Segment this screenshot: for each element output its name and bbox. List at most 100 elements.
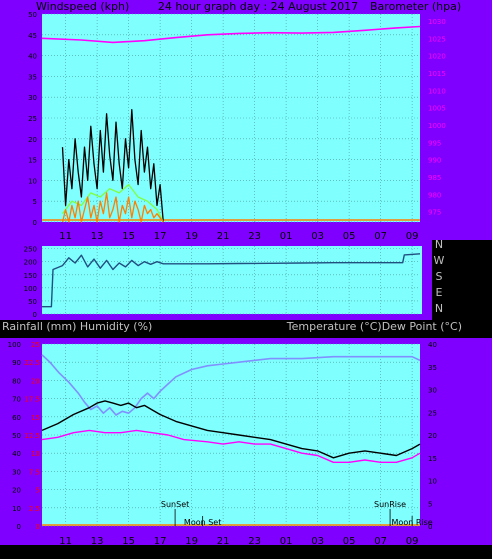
wind-x-tick-05: 05 [343, 231, 356, 242]
compass-label-2: S [436, 270, 443, 283]
dir-left-tick-250: 250 [24, 246, 37, 254]
compass-label-3: E [436, 286, 443, 299]
temp-right-tick-10: 10 [428, 478, 437, 486]
rain-tick-3: 7.5 [29, 468, 40, 476]
baro-right-tick-975: 975 [428, 209, 441, 217]
rain-tick-7: 17.5 [24, 396, 40, 404]
wind-x-tick-01: 01 [280, 231, 293, 242]
dir-left-tick-0: 0 [33, 311, 37, 319]
rain-tick-5: 12.5 [24, 432, 40, 440]
humidity-tick-20: 20 [12, 487, 21, 495]
humidity-tick-70: 70 [12, 396, 21, 404]
rain-tick-1: 2.5 [29, 505, 40, 513]
temperature-dewpoint-label: Temperature (°C)Dew Point (°C) [286, 320, 462, 333]
wind-left-tick-35: 35 [28, 73, 37, 81]
dir-left-tick-200: 200 [24, 259, 37, 267]
temp-x-tick-21: 21 [217, 536, 230, 547]
dir-left-tick-150: 150 [24, 272, 37, 280]
temp-right-tick-25: 25 [428, 409, 437, 417]
wind-left-tick-40: 40 [28, 53, 37, 61]
wind-x-tick-13: 13 [91, 231, 104, 242]
direction-plot-area [42, 246, 422, 314]
rainfall-humidity-label: Rainfall (mm) Humidity (%) [2, 320, 152, 333]
wind-left-tick-50: 50 [28, 11, 37, 19]
marker-label-0: SunSet [161, 500, 189, 509]
wind-left-tick-10: 10 [28, 177, 37, 185]
rain-tick-4: 10 [31, 450, 40, 458]
temp-x-tick-09: 09 [406, 536, 419, 547]
temp-x-tick-13: 13 [91, 536, 104, 547]
baro-right-tick-1030: 1030 [428, 18, 446, 26]
wind-x-tick-21: 21 [217, 231, 230, 242]
rain-tick-0: 0 [36, 523, 40, 531]
rain-tick-10: 25 [31, 341, 40, 349]
compass-label-4: N [435, 302, 443, 315]
wind-left-tick-25: 25 [28, 115, 37, 123]
temp-x-tick-03: 03 [311, 536, 324, 547]
temp-right-tick-35: 35 [428, 364, 437, 372]
baro-right-tick-1005: 1005 [428, 105, 446, 113]
rain-tick-2: 5 [36, 487, 40, 495]
wind-left-tick-30: 30 [28, 94, 37, 102]
temp-x-tick-07: 07 [374, 536, 387, 547]
dir-left-tick-50: 50 [28, 298, 37, 306]
humidity-tick-30: 30 [12, 468, 21, 476]
wind-x-tick-07: 07 [374, 231, 387, 242]
wind-x-tick-11: 11 [59, 231, 72, 242]
humidity-tick-90: 90 [12, 359, 21, 367]
temp-x-tick-23: 23 [248, 536, 261, 547]
series-gust-line [61, 109, 164, 223]
series-direction-line [42, 253, 421, 308]
humidity-tick-50: 50 [12, 432, 21, 440]
temp-x-tick-01: 01 [280, 536, 293, 547]
baro-right-tick-995: 995 [428, 139, 441, 147]
marker-label-3: Moon Rise [392, 518, 433, 527]
temp-right-tick-40: 40 [428, 341, 437, 349]
chart-title: 24 hour graph day : 24 August 2017 [158, 0, 358, 13]
temp-right-tick-15: 15 [428, 455, 437, 463]
baro-right-tick-985: 985 [428, 174, 441, 182]
rain-tick-6: 15 [31, 414, 40, 422]
wind-left-tick-15: 15 [28, 157, 37, 165]
rain-tick-9: 22.5 [24, 359, 40, 367]
dir-left-tick-100: 100 [24, 285, 37, 293]
humidity-tick-100: 100 [8, 341, 21, 349]
wind-x-tick-03: 03 [311, 231, 324, 242]
humidity-tick-0: 0 [17, 523, 21, 531]
temp-right-tick-20: 20 [428, 432, 437, 440]
wind-x-tick-15: 15 [122, 231, 135, 242]
baro-right-tick-1025: 1025 [428, 35, 446, 43]
baro-right-tick-1020: 1020 [428, 53, 446, 61]
marker-label-2: SunRise [374, 500, 406, 509]
series-temperature-line [41, 400, 421, 459]
baro-right-tick-990: 990 [428, 157, 441, 165]
series-avg-line [61, 183, 164, 223]
temp-x-tick-19: 19 [185, 536, 198, 547]
series-speed-line [61, 192, 164, 223]
temp-x-tick-11: 11 [59, 536, 72, 547]
wind-left-tick-20: 20 [28, 136, 37, 144]
wind-x-tick-09: 09 [406, 231, 419, 242]
temp-x-tick-15: 15 [122, 536, 135, 547]
temp-x-tick-05: 05 [343, 536, 356, 547]
wind-x-tick-23: 23 [248, 231, 261, 242]
humidity-tick-40: 40 [12, 450, 21, 458]
baro-right-tick-1000: 1000 [428, 122, 446, 130]
temp-right-tick-0: 0 [428, 523, 432, 531]
wind-left-tick-45: 45 [28, 32, 37, 40]
rain-tick-8: 20 [31, 377, 40, 385]
series-dewpoint-line [41, 429, 421, 463]
baro-right-tick-980: 980 [428, 191, 441, 199]
wind-x-tick-17: 17 [154, 231, 167, 242]
temp-x-tick-17: 17 [154, 536, 167, 547]
wind-left-tick-5: 5 [33, 198, 37, 206]
marker-label-1: Moon Set [184, 518, 221, 527]
temp-right-tick-30: 30 [428, 387, 437, 395]
windspeed-axis-label: Windspeed (kph) [36, 0, 129, 13]
baro-right-tick-1010: 1010 [428, 87, 446, 95]
humidity-tick-60: 60 [12, 414, 21, 422]
baro-right-tick-1015: 1015 [428, 70, 446, 78]
wind-x-tick-19: 19 [185, 231, 198, 242]
temp-right-tick-5: 5 [428, 500, 432, 508]
